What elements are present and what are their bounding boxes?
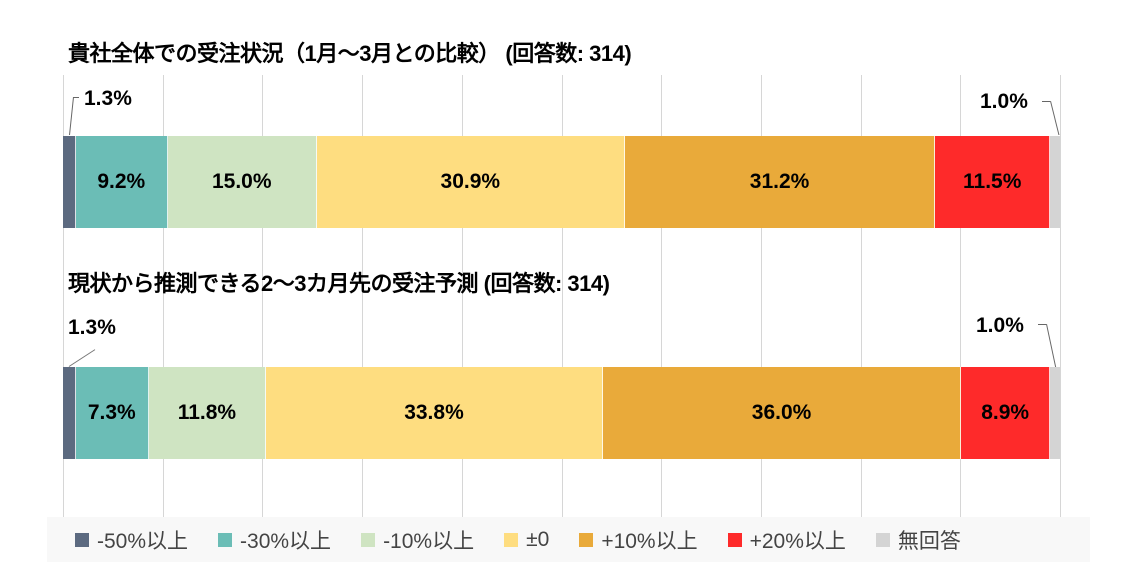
legend-swatch-icon: [727, 532, 742, 547]
leader-line: [1046, 324, 1057, 367]
legend-item: -10%以上: [361, 525, 474, 555]
bar-segment: 33.8%: [266, 367, 603, 459]
chart-2-title: 現状から推測できる2～3カ月先の受注予測 (回答数: 314): [68, 271, 610, 296]
bar-segment: 30.9%: [316, 136, 625, 228]
legend-swatch-icon: [579, 532, 594, 547]
legend-label: -30%以上: [240, 529, 332, 553]
bar-segment: [63, 367, 76, 459]
bar-segment: 8.9%: [961, 367, 1050, 459]
gridline: [461, 75, 463, 530]
legend-item: ±0: [504, 528, 549, 552]
legend-item: +10%以上: [579, 525, 698, 555]
chart-1-callout-left: 1.3%: [84, 87, 132, 110]
bar-segment: 9.2%: [75, 136, 168, 228]
leader-line: [1050, 101, 1060, 135]
bar-segment: 31.2%: [624, 136, 936, 228]
chart-1-callout-right: 1.0%: [980, 90, 1028, 113]
bar-segment: [63, 136, 76, 228]
gridline: [561, 75, 563, 530]
legend-label: -10%以上: [383, 529, 475, 553]
bar-segment: 11.5%: [935, 136, 1050, 228]
legend-swatch-icon: [218, 532, 233, 547]
leader-line: [1038, 324, 1046, 325]
bar-segment: 15.0%: [167, 136, 317, 228]
gridline: [860, 75, 862, 530]
leader-line: [68, 349, 96, 367]
leader-line: [69, 97, 74, 135]
legend-swatch-icon: [361, 532, 376, 547]
gridline: [162, 75, 164, 530]
bar-segment: [1049, 367, 1060, 459]
chart-2-bar: 7.3% 11.8% 33.8% 36.0% 8.9%: [63, 367, 1060, 459]
legend-item: 無回答: [875, 525, 961, 555]
legend-label: +20%以上: [749, 529, 846, 553]
legend-label: -50%以上: [97, 529, 189, 553]
legend-label: 無回答: [897, 529, 961, 553]
gridline: [960, 75, 962, 530]
legend-item: +20%以上: [727, 525, 846, 555]
leader-line: [73, 97, 79, 98]
legend-item: -30%以上: [218, 525, 331, 555]
legend-swatch-icon: [75, 532, 89, 547]
gridline: [1060, 75, 1061, 530]
bar-segment: 11.8%: [148, 367, 267, 459]
bar-segment: 36.0%: [602, 367, 962, 459]
gridline: [63, 75, 64, 530]
legend-item: -50%以上: [75, 525, 188, 555]
legend-swatch-icon: [504, 532, 519, 547]
bar-segment: 7.3%: [75, 367, 149, 459]
gridline: [262, 75, 264, 530]
chart-1-bar: 9.2% 15.0% 30.9% 31.2% 11.5%: [63, 136, 1060, 228]
gridline: [760, 75, 762, 530]
legend-label: ±0: [526, 527, 550, 551]
legend-label: +10%以上: [601, 529, 698, 553]
gridline: [362, 75, 364, 530]
chart-legend: -50%以上 -30%以上 -10%以上 ±0 +10%以上 +20%以上 無回答: [47, 517, 1090, 562]
chart-2-callout-right: 1.0%: [976, 314, 1024, 337]
leader-line: [1042, 101, 1050, 102]
chart-2-callout-left: 1.3%: [68, 316, 116, 339]
bar-segment: [1049, 136, 1060, 228]
legend-swatch-icon: [875, 532, 890, 547]
gridline: [661, 75, 663, 530]
chart-1-title: 貴社全体での受注状況（1月～3月との比較） (回答数: 314): [68, 41, 632, 66]
